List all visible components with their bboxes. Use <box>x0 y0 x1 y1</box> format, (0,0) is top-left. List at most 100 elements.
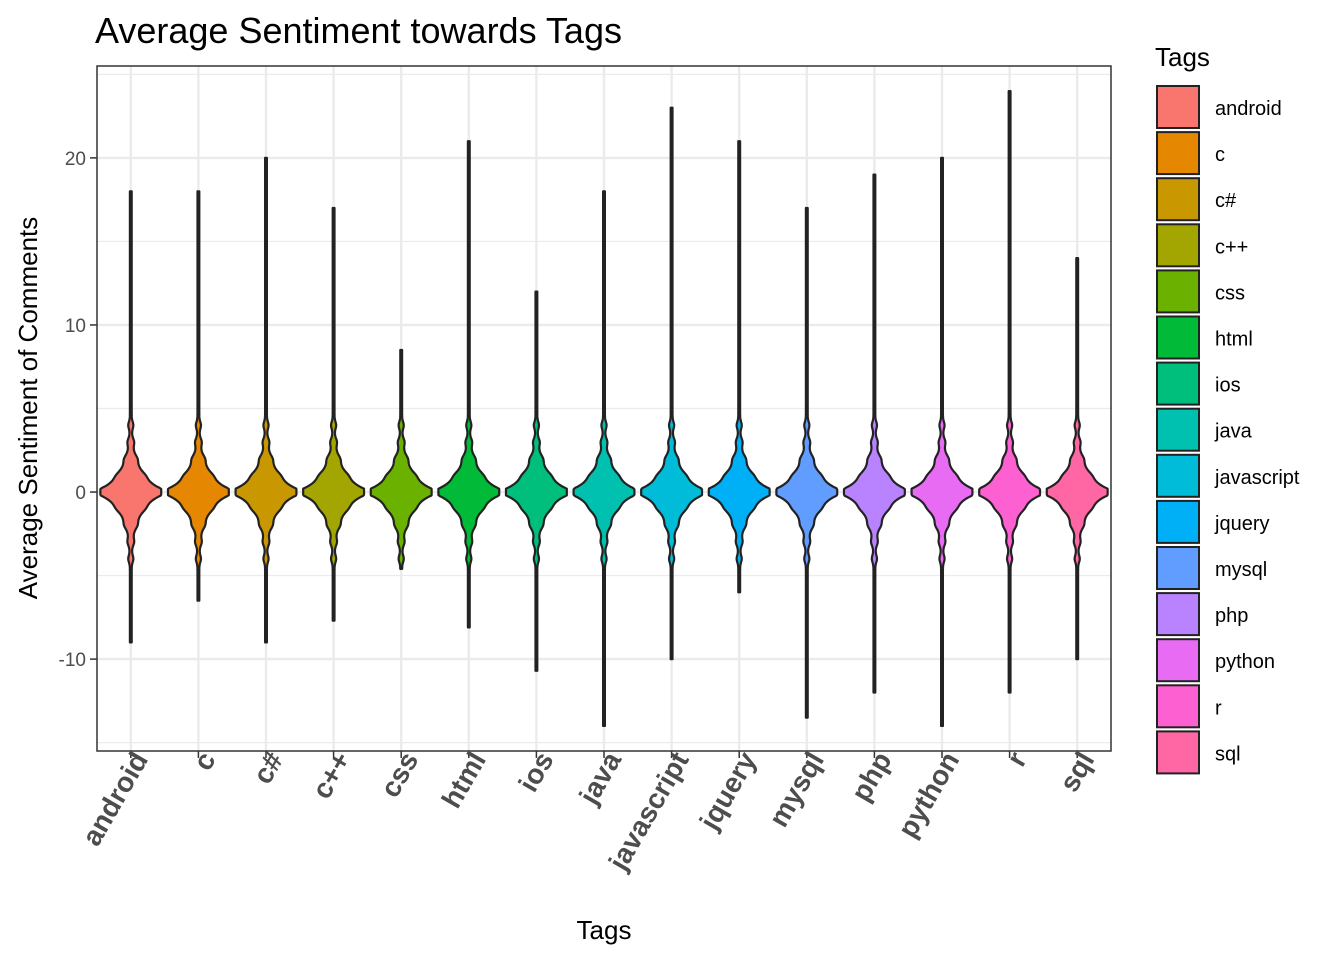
violin-body-mysql <box>775 206 839 719</box>
y-tick-label: 20 <box>65 149 86 170</box>
violin-body-html <box>437 140 501 629</box>
violin-body-c# <box>234 156 298 644</box>
legend-swatch <box>1156 730 1200 775</box>
legend-label: css <box>1215 282 1245 304</box>
legend-item-r: r <box>1156 684 1222 729</box>
legend-item-python: python <box>1156 638 1275 683</box>
violin-c# <box>234 156 298 644</box>
violin-sql <box>1045 257 1109 661</box>
legend-swatch <box>1156 177 1200 222</box>
x-tick-label: python <box>892 747 966 843</box>
legend-item-css: css <box>1156 269 1245 314</box>
legend-item-html: html <box>1156 315 1253 360</box>
violin-java <box>572 190 636 728</box>
legend-swatch <box>1156 269 1200 314</box>
x-tick-label: html <box>436 747 492 814</box>
legend-item-android: android <box>1156 85 1282 129</box>
legend-item-sql: sql <box>1156 730 1241 775</box>
legend-label: c++ <box>1215 236 1248 258</box>
chart-title: Average Sentiment towards Tags <box>95 10 622 51</box>
legend-label: javascript <box>1214 467 1300 489</box>
x-tick-label: mysql <box>763 747 830 833</box>
legend-swatch <box>1156 361 1200 406</box>
violin-body-ios <box>504 290 568 672</box>
violin-body-css <box>369 348 433 570</box>
x-tick-label: c# <box>247 746 290 789</box>
legend-label: jquery <box>1214 513 1269 535</box>
legend-label: java <box>1214 421 1253 443</box>
legend-swatch <box>1156 684 1200 729</box>
legend: Tags android c c# c++ css html ios java javascri… <box>1155 42 1300 775</box>
violin-python <box>910 156 974 728</box>
y-tick-label: -10 <box>59 650 86 671</box>
y-tick-label: 10 <box>65 316 86 337</box>
legend-label: ios <box>1215 375 1241 397</box>
y-tick-label: 0 <box>75 483 86 504</box>
violin-body-c++ <box>302 206 366 622</box>
legend-label: python <box>1215 651 1275 673</box>
legend-item-php: php <box>1156 592 1248 637</box>
violin-body-java <box>572 190 636 728</box>
violin-jquery <box>707 140 771 594</box>
violin-javascript <box>640 106 704 661</box>
violin-php <box>842 173 906 694</box>
legend-swatch <box>1156 85 1200 129</box>
legend-label: mysql <box>1215 559 1267 581</box>
x-tick-label: sql <box>1053 747 1100 798</box>
legend-item-c: c <box>1156 131 1225 176</box>
legend-label: c <box>1215 144 1225 166</box>
violin-ios <box>504 290 568 672</box>
y-axis-title: Average Sentiment of Comments <box>13 217 43 599</box>
x-tick-label: ios <box>513 747 560 798</box>
x-axis-title: Tags <box>577 915 632 945</box>
legend-item-java: java <box>1156 407 1253 452</box>
legend-item-c#: c# <box>1156 177 1237 222</box>
violin-body-javascript <box>640 106 704 661</box>
legend-swatch <box>1156 131 1200 176</box>
x-tick-label: php <box>845 747 898 807</box>
x-tick-label: css <box>374 747 424 803</box>
legend-label: html <box>1215 329 1253 351</box>
violin-html <box>437 140 501 629</box>
violin-body-sql <box>1045 257 1109 661</box>
x-tick-label: android <box>76 747 154 851</box>
legend-item-mysql: mysql <box>1156 546 1267 590</box>
legend-label: r <box>1215 697 1222 719</box>
legend-swatch <box>1156 592 1200 637</box>
violin-body-android <box>99 190 163 644</box>
legend-swatch <box>1156 407 1200 452</box>
legend-item-jquery: jquery <box>1156 499 1269 544</box>
violins <box>99 89 1109 728</box>
legend-label: sql <box>1215 743 1241 765</box>
legend-swatch <box>1156 315 1200 360</box>
violin-c++ <box>302 206 366 622</box>
violin-r <box>978 89 1042 694</box>
legend-label: android <box>1215 98 1282 120</box>
legend-swatch <box>1156 453 1200 498</box>
violin-android <box>99 190 163 644</box>
violin-body-python <box>910 156 974 728</box>
legend-label: c# <box>1215 190 1237 212</box>
violin-body-c <box>166 190 230 602</box>
legend-swatch <box>1156 546 1200 590</box>
legend-swatch <box>1156 499 1200 544</box>
y-axis: -10 0 10 20 <box>59 149 97 671</box>
violin-css <box>369 348 433 570</box>
violin-mysql <box>775 206 839 719</box>
legend-item-ios: ios <box>1156 361 1241 406</box>
x-tick-label: jquery <box>693 746 763 836</box>
x-tick-label: c++ <box>306 747 357 804</box>
x-tick-label: java <box>573 746 628 810</box>
violin-body-jquery <box>707 140 771 594</box>
violin-body-php <box>842 173 906 694</box>
legend-title: Tags <box>1155 42 1210 72</box>
legend-swatch <box>1156 223 1200 268</box>
legend-swatch <box>1156 638 1200 683</box>
legend-item-c++: c++ <box>1156 223 1248 268</box>
legend-label: php <box>1215 605 1248 627</box>
x-axis: android c c# c++ css html ios javajavascriptjqu… <box>76 746 1101 876</box>
violin-c <box>166 190 230 602</box>
violin-body-r <box>978 89 1042 694</box>
legend-item-javascript: javascript <box>1156 453 1300 498</box>
